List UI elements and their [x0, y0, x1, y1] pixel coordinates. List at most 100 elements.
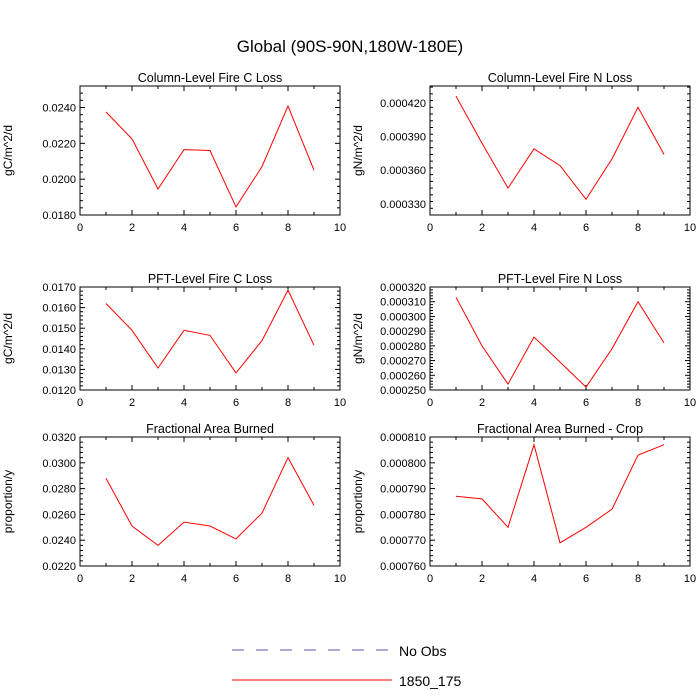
x-tick-label: 10	[334, 573, 346, 585]
x-tick-label: 2	[479, 573, 485, 585]
legend-label-no-obs: No Obs	[399, 643, 446, 659]
y-tick-label: 0.000420	[380, 98, 426, 110]
y-axis-label: gN/m^2/d	[351, 313, 365, 364]
x-tick-label: 6	[583, 573, 589, 585]
x-tick-label: 8	[635, 573, 641, 585]
x-tick-label: 2	[129, 397, 135, 409]
y-tick-label: 0.0220	[42, 138, 76, 150]
y-tick-label: 0.000320	[380, 282, 426, 294]
y-tick-label: 0.000310	[380, 297, 426, 309]
y-tick-label: 0.000330	[380, 199, 426, 211]
y-tick-label: 0.0280	[42, 484, 76, 496]
panel-title: Fractional Area Burned - Crop	[477, 422, 643, 436]
x-tick-label: 2	[479, 222, 485, 234]
x-tick-label: 10	[684, 397, 696, 409]
y-tick-label: 0.000270	[380, 356, 426, 368]
y-tick-label: 0.000770	[380, 535, 426, 547]
x-tick-label: 4	[531, 397, 537, 409]
y-tick-label: 0.0140	[42, 344, 76, 356]
x-tick-label: 2	[479, 397, 485, 409]
panel-title: Fractional Area Burned	[146, 422, 274, 436]
y-axis-label: proportion/y	[351, 470, 365, 533]
panel-title: Column-Level Fire N Loss	[488, 71, 633, 85]
y-tick-label: 0.000250	[380, 385, 426, 397]
series-line-1	[105, 288, 315, 374]
x-tick-label: 4	[181, 573, 187, 585]
series-line-1	[455, 442, 665, 544]
series-line-1	[455, 95, 665, 201]
y-tick-label: 0.000790	[380, 484, 426, 496]
y-tick-label: 0.0320	[42, 432, 76, 444]
plot-frame	[429, 436, 691, 567]
panel-title: PFT-Level Fire C Loss	[148, 272, 272, 286]
x-tick-label: 6	[583, 397, 589, 409]
plot-frame	[429, 85, 691, 216]
panel-grid: Column-Level Fire C Loss 0 2 4 6 8 10 0.0180 0.0…	[1, 71, 696, 585]
y-tick-label: 0.000800	[380, 458, 426, 470]
chart-panel-4: PFT-Level Fire N Loss 0 2 4 6 8 10 0.000250 0.00…	[351, 272, 696, 409]
figure-title: Global (90S-90N,180W-180E)	[237, 37, 463, 56]
x-tick-label: 10	[684, 573, 696, 585]
y-tick-label: 0.0180	[42, 210, 76, 222]
y-tick-label: 0.0170	[42, 282, 76, 294]
y-tick-label: 0.000390	[380, 131, 426, 143]
plot-frame	[79, 286, 341, 391]
chart-panel-3: PFT-Level Fire C Loss 0 2 4 6 8 10 0.0120 0.0130…	[1, 272, 346, 409]
panel-title: PFT-Level Fire N Loss	[498, 272, 622, 286]
panel-title: Column-Level Fire C Loss	[138, 71, 283, 85]
x-tick-label: 6	[583, 222, 589, 234]
x-tick-label: 10	[334, 397, 346, 409]
x-tick-label: 0	[77, 573, 83, 585]
x-tick-label: 4	[181, 222, 187, 234]
x-tick-label: 0	[427, 397, 433, 409]
plot-frame	[429, 286, 691, 391]
x-tick-label: 6	[233, 222, 239, 234]
y-tick-label: 0.000300	[380, 311, 426, 323]
y-axis-label: gC/m^2/d	[1, 313, 15, 364]
x-tick-label: 2	[129, 222, 135, 234]
x-tick-label: 8	[635, 397, 641, 409]
y-tick-label: 0.0240	[42, 103, 76, 115]
y-tick-label: 0.0220	[42, 561, 76, 573]
x-tick-label: 0	[77, 222, 83, 234]
legend-label-1850-175: 1850_175	[399, 673, 462, 689]
x-tick-label: 2	[129, 573, 135, 585]
x-tick-label: 4	[531, 222, 537, 234]
x-tick-label: 0	[77, 397, 83, 409]
legend: No Obs 1850_175	[232, 643, 462, 689]
y-tick-label: 0.000780	[380, 509, 426, 521]
x-tick-label: 0	[427, 573, 433, 585]
x-tick-label: 4	[531, 573, 537, 585]
y-axis-label: proportion/y	[1, 470, 15, 533]
x-tick-label: 8	[285, 397, 291, 409]
chart-panel-5: Fractional Area Burned 0 2 4 6 8 10 0.0220 0.024…	[1, 422, 346, 585]
y-tick-label: 0.000810	[380, 432, 426, 444]
series-line-1	[455, 297, 665, 388]
x-tick-label: 6	[233, 397, 239, 409]
y-axis-label: gC/m^2/d	[1, 125, 15, 176]
x-tick-label: 8	[285, 573, 291, 585]
chart-panel-1: Column-Level Fire C Loss 0 2 4 6 8 10 0.0180 0.0…	[1, 71, 346, 234]
y-tick-label: 0.0240	[42, 535, 76, 547]
x-tick-label: 10	[334, 222, 346, 234]
y-tick-label: 0.0300	[42, 458, 76, 470]
chart-panel-6: Fractional Area Burned - Crop 0 2 4 6 8 10 0.00…	[351, 422, 696, 585]
y-tick-label: 0.000290	[380, 326, 426, 338]
y-tick-label: 0.0150	[42, 323, 76, 335]
y-tick-label: 0.000760	[380, 561, 426, 573]
y-tick-label: 0.000360	[380, 165, 426, 177]
x-tick-label: 8	[285, 222, 291, 234]
chart-panel-2: Column-Level Fire N Loss 0 2 4 6 8 10 0.000330 0…	[351, 71, 696, 234]
series-line-1	[105, 456, 315, 547]
y-tick-label: 0.0260	[42, 509, 76, 521]
x-tick-label: 6	[233, 573, 239, 585]
x-tick-label: 8	[635, 222, 641, 234]
x-tick-label: 0	[427, 222, 433, 234]
y-tick-label: 0.000280	[380, 341, 426, 353]
y-tick-label: 0.0200	[42, 174, 76, 186]
y-tick-label: 0.0160	[42, 303, 76, 315]
y-axis-label: gN/m^2/d	[351, 125, 365, 176]
y-tick-label: 0.000260	[380, 370, 426, 382]
series-line-1	[105, 104, 315, 208]
